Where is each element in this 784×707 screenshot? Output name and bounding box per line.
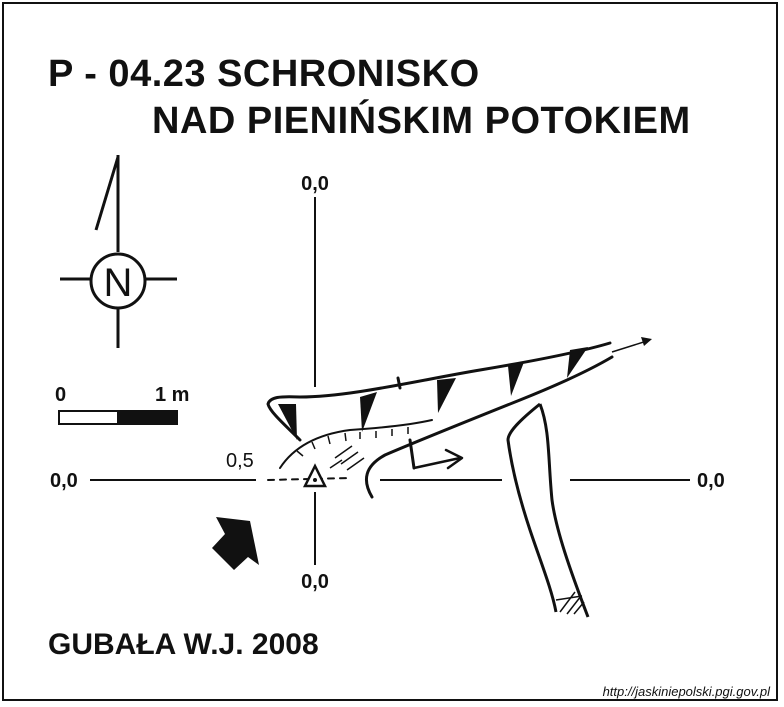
source-url: http://jaskiniepolski.pgi.gov.pl — [602, 684, 770, 699]
scale-end-label: 1 m — [155, 384, 189, 406]
cave-title-line2: NAD PIENIŃSKIM POTOKIEM — [152, 100, 691, 142]
fissure-hatching — [555, 591, 585, 615]
axis-label-left: 0,0 — [50, 470, 78, 492]
side-fissure — [506, 402, 590, 618]
ceiling-ticks — [296, 427, 409, 457]
scale-start-label: 0 — [55, 384, 66, 406]
map-frame — [2, 2, 778, 701]
ceiling-markers — [278, 347, 588, 440]
axis-label-top: 0,0 — [301, 173, 329, 195]
author-credit: GUBAŁA W.J. 2008 — [48, 628, 319, 661]
passage-arrow-icon — [412, 448, 464, 470]
scale-bar — [58, 410, 178, 425]
north-arrow-icon — [60, 155, 177, 348]
elevation-label: 0,5 — [226, 450, 254, 472]
section-lines — [90, 197, 690, 565]
rubble-hatching — [329, 445, 365, 471]
survey-station-icon — [302, 463, 328, 488]
cave-title-line1: P - 04.23 SCHRONISKO — [48, 53, 480, 95]
axis-label-right: 0,0 — [697, 470, 725, 492]
axis-label-bottom: 0,0 — [301, 571, 329, 593]
entrance-arrow-icon — [212, 517, 259, 570]
continuation-arrow-icon — [611, 337, 652, 353]
north-letter: N — [104, 261, 133, 305]
